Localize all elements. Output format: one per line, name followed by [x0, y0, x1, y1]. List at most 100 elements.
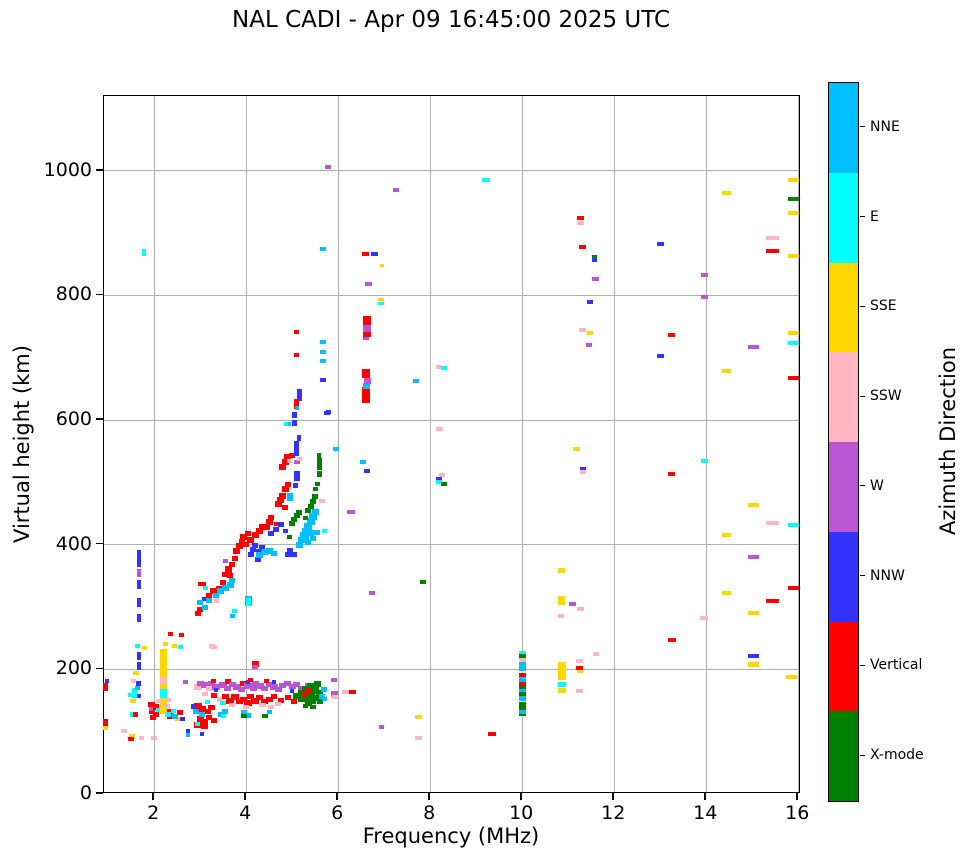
data-point [586, 299, 593, 304]
data-point [277, 522, 284, 528]
data-point [557, 596, 565, 606]
data-point [130, 678, 136, 683]
data-point [667, 638, 676, 643]
y-tick-label: 800 [55, 283, 92, 306]
data-point [314, 529, 321, 535]
data-point [440, 482, 447, 487]
data-point [252, 543, 259, 549]
y-axis-label: Virtual height (km) [10, 345, 34, 543]
x-gridline [613, 96, 615, 792]
data-point [217, 696, 225, 702]
data-point [580, 466, 587, 471]
data-point [208, 704, 216, 710]
data-point [592, 276, 600, 281]
data-point [274, 522, 280, 527]
data-point [275, 701, 282, 706]
data-point [296, 510, 303, 516]
data-point [130, 699, 137, 704]
data-point [170, 709, 176, 714]
data-point [211, 678, 217, 683]
data-point [297, 536, 305, 543]
data-point [248, 677, 254, 682]
data-point [277, 496, 285, 503]
data-point [297, 434, 302, 441]
data-point [320, 349, 327, 354]
data-point [297, 389, 303, 402]
data-point [247, 693, 255, 699]
data-point [788, 331, 800, 336]
data-point [576, 658, 584, 663]
data-point [369, 590, 376, 595]
colorbar-tick [860, 216, 865, 218]
data-point [293, 459, 300, 464]
data-point [291, 412, 297, 419]
data-point [748, 345, 760, 350]
data-point [103, 682, 109, 691]
data-point [284, 694, 291, 700]
data-point [155, 707, 160, 712]
x-gridline [521, 96, 523, 792]
colorbar-tick [860, 754, 865, 756]
data-point [274, 501, 282, 508]
x-tick [336, 793, 338, 800]
data-point [104, 678, 109, 683]
data-point [277, 698, 284, 704]
data-point [251, 680, 259, 686]
data-point [148, 708, 155, 714]
data-point [286, 548, 293, 554]
data-point [518, 681, 526, 687]
data-point [192, 708, 199, 714]
data-point [347, 510, 356, 515]
data-point [701, 295, 709, 300]
data-point [363, 383, 371, 390]
data-point [136, 558, 141, 568]
data-point [244, 700, 253, 706]
data-point [243, 704, 250, 709]
data-point [141, 248, 146, 253]
data-point [259, 545, 266, 551]
data-point [700, 458, 708, 463]
data-point [317, 457, 323, 464]
data-point [305, 688, 312, 694]
colorbar-segment [829, 352, 858, 442]
data-point [224, 685, 232, 691]
data-point [379, 264, 384, 267]
data-point [226, 582, 234, 589]
data-point [200, 581, 206, 586]
data-point [206, 598, 213, 604]
data-point [221, 585, 229, 592]
data-point [141, 646, 147, 651]
data-point [282, 529, 288, 533]
data-point [274, 686, 282, 692]
data-point [200, 732, 205, 737]
data-point [578, 327, 586, 332]
data-point [141, 252, 146, 257]
colorbar-tick-label: E [870, 208, 879, 225]
data-point [249, 685, 257, 691]
colorbar-tick-label: W [870, 477, 884, 494]
data-point [786, 674, 798, 679]
colorbar-segment [829, 83, 858, 173]
colorbar-segment [829, 442, 858, 532]
data-point [163, 642, 169, 647]
data-point [232, 683, 241, 690]
y-tick-label: 600 [55, 408, 92, 431]
data-point [240, 680, 248, 686]
data-point [331, 690, 339, 697]
colorbar-tick-label: X-mode [870, 747, 924, 764]
data-point [558, 682, 567, 688]
data-point [362, 324, 371, 333]
data-point [304, 522, 313, 530]
data-point [222, 708, 229, 714]
data-point [251, 532, 259, 539]
data-point [316, 452, 321, 459]
data-point [208, 643, 215, 648]
data-point [261, 685, 269, 691]
data-point [295, 541, 303, 548]
data-point [270, 550, 277, 556]
x-gridline [245, 96, 247, 792]
colorbar-tick-label: NNW [870, 567, 905, 584]
x-tick-label: 2 [147, 802, 160, 824]
data-point [362, 315, 371, 325]
data-point [220, 701, 227, 705]
